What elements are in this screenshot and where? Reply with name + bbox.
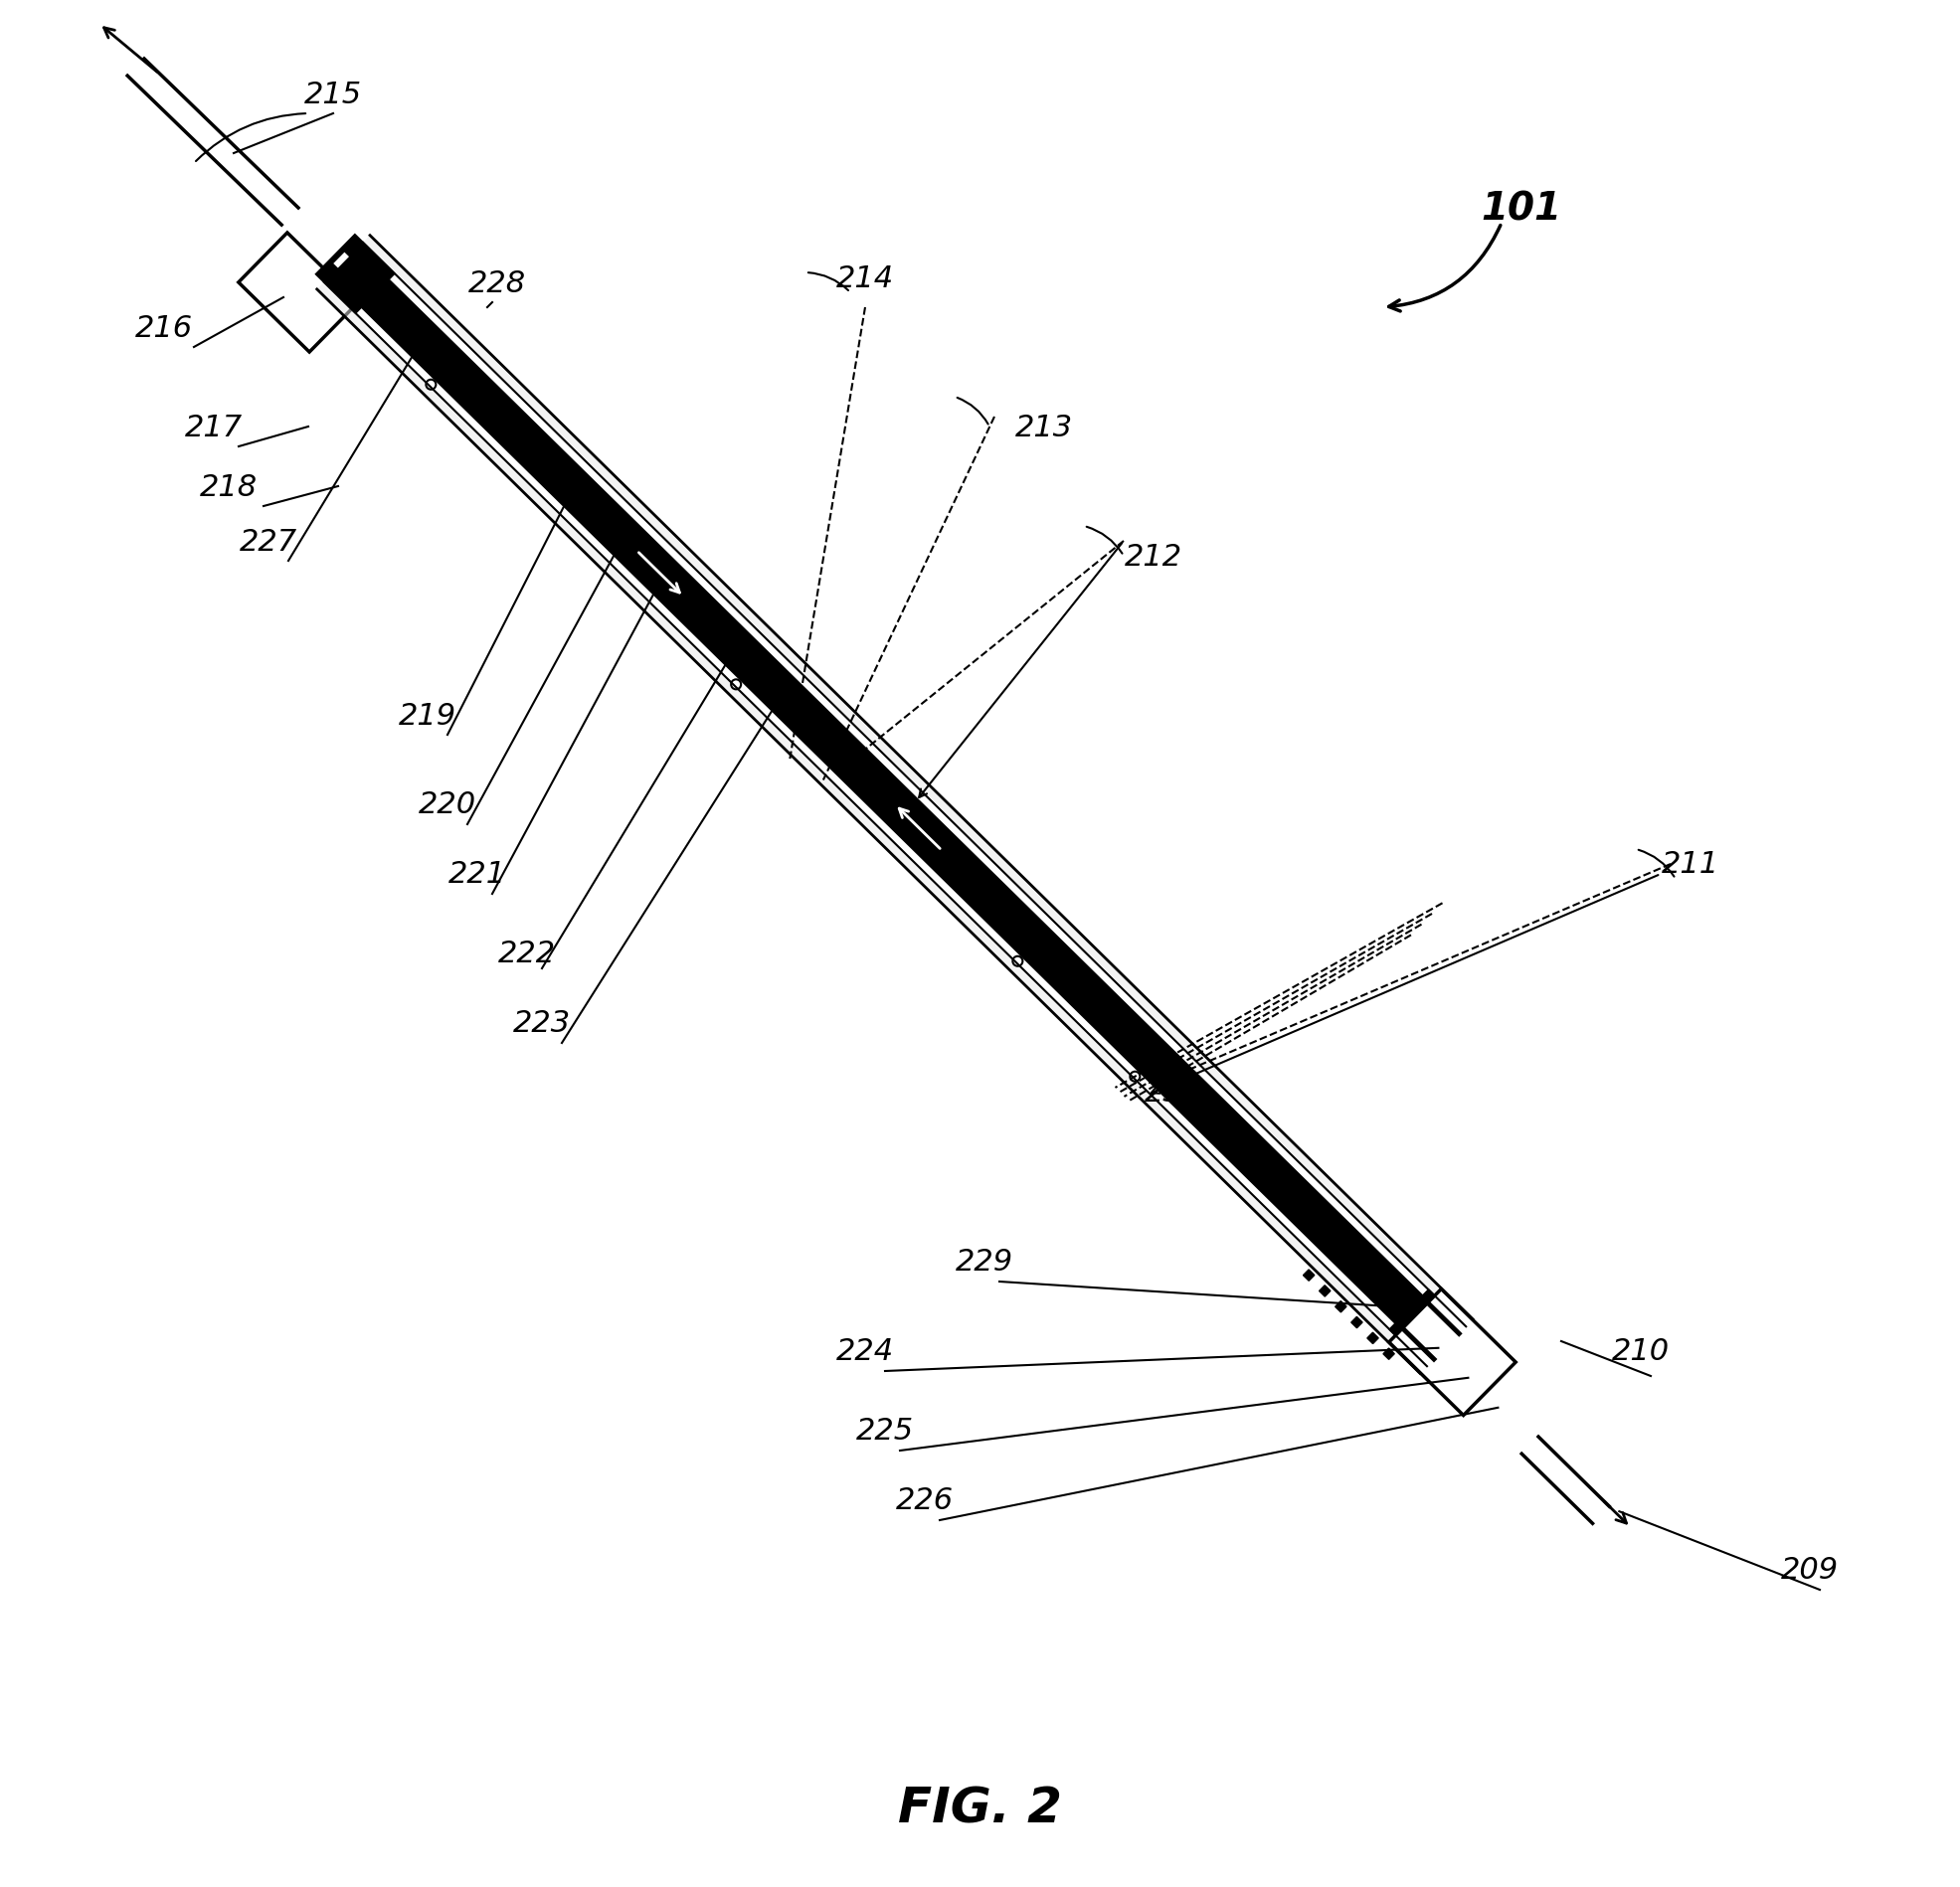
Text: 217: 217 bbox=[184, 413, 243, 442]
Polygon shape bbox=[1390, 1291, 1468, 1368]
Text: 209: 209 bbox=[1782, 1555, 1838, 1585]
Text: 227: 227 bbox=[239, 526, 298, 557]
Text: 230: 230 bbox=[1145, 1079, 1201, 1108]
Text: 210: 210 bbox=[1611, 1338, 1670, 1366]
Polygon shape bbox=[363, 236, 1474, 1327]
Polygon shape bbox=[1319, 1285, 1331, 1296]
Polygon shape bbox=[1390, 1289, 1515, 1415]
Text: 225: 225 bbox=[857, 1417, 913, 1445]
Text: 216: 216 bbox=[135, 313, 192, 342]
Text: 212: 212 bbox=[1125, 542, 1182, 572]
Text: 229: 229 bbox=[956, 1247, 1013, 1276]
Text: 218: 218 bbox=[200, 472, 257, 502]
Text: 213: 213 bbox=[1015, 413, 1072, 442]
Polygon shape bbox=[331, 251, 1458, 1359]
Polygon shape bbox=[331, 251, 357, 277]
Polygon shape bbox=[318, 283, 1427, 1374]
Text: 221: 221 bbox=[449, 860, 506, 889]
Text: 214: 214 bbox=[837, 264, 894, 292]
Polygon shape bbox=[1421, 1323, 1446, 1347]
Polygon shape bbox=[1303, 1270, 1315, 1281]
Text: 223: 223 bbox=[514, 1010, 570, 1038]
Polygon shape bbox=[316, 236, 394, 313]
Text: 224: 224 bbox=[837, 1338, 894, 1366]
Text: 215: 215 bbox=[304, 79, 363, 109]
Text: 222: 222 bbox=[498, 940, 557, 968]
Polygon shape bbox=[347, 266, 370, 291]
Polygon shape bbox=[1409, 1310, 1435, 1334]
Text: 220: 220 bbox=[419, 791, 476, 819]
Text: FIG. 2: FIG. 2 bbox=[898, 1785, 1062, 1832]
Polygon shape bbox=[239, 234, 359, 353]
Text: 219: 219 bbox=[398, 702, 457, 730]
Text: 228: 228 bbox=[468, 268, 525, 298]
Polygon shape bbox=[1350, 1317, 1362, 1328]
Text: 101: 101 bbox=[1482, 191, 1562, 228]
Polygon shape bbox=[1384, 1349, 1394, 1361]
Text: 226: 226 bbox=[896, 1487, 955, 1515]
Polygon shape bbox=[1368, 1332, 1378, 1344]
Text: 211: 211 bbox=[1662, 851, 1719, 879]
Polygon shape bbox=[1335, 1302, 1347, 1313]
